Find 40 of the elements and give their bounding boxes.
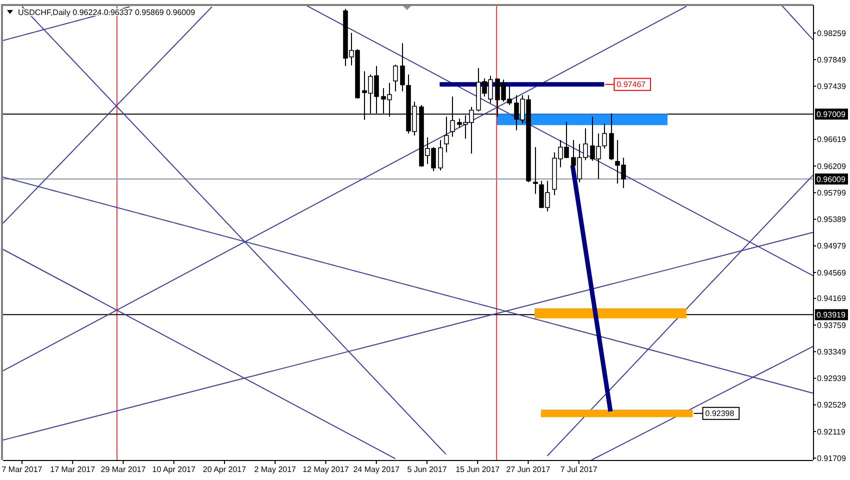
y-tick-label: 0.95799: [817, 188, 846, 198]
x-tick-label: 10 Apr 2017: [152, 465, 196, 474]
candlestick: [533, 146, 538, 194]
candlestick: [444, 116, 449, 153]
x-tick-label: 24 May 2017: [353, 465, 400, 474]
y-tick-label: 0.97439: [817, 82, 846, 91]
y-tick-label: 0.96619: [817, 135, 846, 144]
x-tick-label: 15 Jun 2017: [456, 465, 500, 474]
ref-line-label: 0.93919: [816, 310, 846, 320]
y-tick-label: 0.94169: [817, 294, 846, 304]
y-tick-label: 0.96209: [817, 162, 846, 171]
ref-line-label: 0.97009: [816, 110, 846, 119]
x-tick-label: 20 Apr 2017: [202, 465, 247, 474]
candlestick: [438, 140, 443, 172]
data-label: 0.92398: [705, 409, 735, 418]
x-tick-label: 7 Jul 2017: [560, 465, 598, 474]
ref-line-label: 0.96009: [816, 174, 846, 184]
x-tick-label: 29 Mar 2017: [100, 465, 146, 474]
x-tick-label: 7 Mar 2017: [2, 465, 43, 474]
y-tick-label: 0.97849: [817, 55, 846, 64]
y-tick-label: 0.92529: [817, 400, 846, 410]
x-tick-label: 5 Jun 2017: [407, 465, 448, 474]
x-tick-label: 12 May 2017: [302, 465, 350, 474]
y-tick-label: 0.92119: [817, 427, 846, 436]
candlestick: [602, 123, 607, 149]
data-label: 0.97467: [616, 80, 646, 90]
y-tick-label: 0.92939: [817, 374, 846, 384]
y-tick-label: 0.94979: [817, 242, 846, 251]
x-tick-label: 2 May 2017: [254, 465, 297, 474]
y-tick-label: 0.98259: [817, 28, 846, 38]
y-tick-label: 0.93759: [817, 320, 846, 330]
x-tick-label: 17 Mar 2017: [50, 465, 96, 474]
x-tick-label: 27 Jun 2017: [506, 465, 551, 474]
y-tick-label: 0.93349: [817, 347, 846, 356]
y-tick-label: 0.94569: [817, 268, 846, 278]
y-tick-label: 0.95389: [817, 215, 846, 224]
candlestick: [393, 64, 398, 92]
candlestick: [400, 42, 405, 92]
y-tick-label: 0.91709: [817, 454, 846, 463]
line-series: [780, 5, 813, 40]
